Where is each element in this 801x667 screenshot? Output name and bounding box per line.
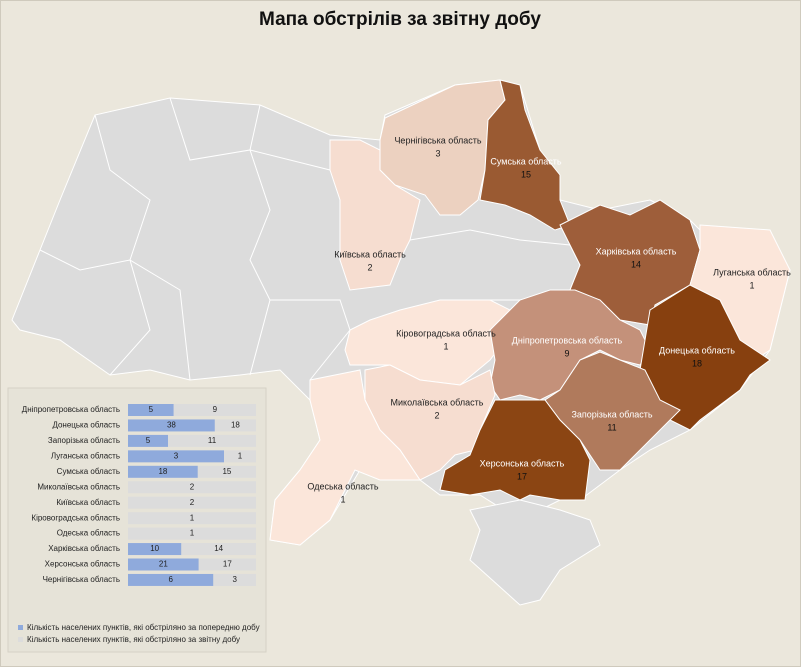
- region-border: [94, 114, 191, 381]
- value-label: 10: [150, 544, 159, 553]
- region: [329, 139, 421, 291]
- bar-chart-panel: Дніпропетровська область 5 9 Донецька облас…: [7, 387, 267, 653]
- bar-segment: [224, 450, 256, 463]
- bar-segment: [198, 558, 256, 571]
- bar-segment: [128, 527, 256, 540]
- value-label: 1: [238, 451, 243, 460]
- region-value: 2: [434, 410, 439, 420]
- value-label: 38: [167, 421, 176, 430]
- bar-segment: [168, 434, 256, 447]
- bar-segment: [173, 404, 256, 416]
- bar-segment: [181, 543, 256, 556]
- value-label: 6: [168, 575, 173, 584]
- region-value: 1: [340, 494, 345, 504]
- region-name: Дніпропетровська область: [512, 335, 623, 345]
- legend-swatch: [18, 625, 23, 630]
- value-label: 18: [158, 467, 167, 476]
- category-label: Київська область: [56, 498, 120, 507]
- region-border: [270, 299, 351, 381]
- region-name: Херсонська область: [480, 458, 565, 468]
- category-label: Луганська область: [51, 451, 120, 460]
- bar-segment: [128, 404, 174, 416]
- bar-segment: [128, 450, 224, 463]
- region-name: Сумська область: [490, 156, 562, 166]
- value-label: 1: [190, 529, 195, 538]
- crimea: [469, 499, 601, 606]
- region-name: Чернігівська область: [394, 135, 481, 145]
- region-name: Одеська область: [307, 481, 379, 491]
- region-value: 2: [367, 262, 372, 272]
- value-label: 14: [214, 544, 223, 553]
- value-label: 9: [213, 405, 218, 414]
- bar-segment: [214, 419, 256, 432]
- region-name: Миколаївська область: [391, 397, 484, 407]
- region-name: Луганська область: [713, 267, 791, 277]
- bar-segment: [128, 434, 168, 447]
- value-label: 3: [232, 575, 237, 584]
- value-label: 5: [149, 405, 154, 414]
- bar-segment: [128, 512, 256, 525]
- value-label: 5: [146, 436, 151, 445]
- bar-segment: [128, 496, 256, 509]
- region-value: 15: [521, 169, 531, 179]
- category-label: Чернігівська область: [43, 575, 120, 584]
- region-value: 11: [607, 422, 616, 432]
- value-label: 3: [174, 451, 179, 460]
- category-label: Дніпропетровська область: [22, 405, 120, 414]
- region: [439, 399, 591, 501]
- category-label: Запорізька область: [48, 436, 120, 445]
- bar-segment: [213, 573, 256, 586]
- legend-label: Кількість населених пунктів, які обстріл…: [27, 623, 260, 632]
- region: [544, 351, 681, 471]
- region-value: 14: [631, 259, 641, 269]
- region-value: 3: [435, 148, 440, 158]
- bar-segment: [128, 543, 182, 556]
- region-border: [39, 249, 151, 376]
- region-value: 1: [443, 341, 448, 351]
- region: [559, 199, 701, 326]
- region: [479, 79, 571, 231]
- legend-label: Кількість населених пунктів, які обстріл…: [27, 635, 240, 644]
- value-label: 11: [208, 436, 217, 445]
- value-label: 2: [190, 482, 195, 491]
- region-name: Кіровоградська область: [396, 328, 496, 338]
- region-name: Запорізька область: [571, 409, 652, 419]
- legend-swatch: [18, 637, 23, 642]
- bar-segment: [128, 481, 256, 494]
- region-name: Харківська область: [596, 246, 677, 256]
- region: [379, 79, 506, 216]
- bar-segment: [128, 465, 198, 478]
- category-label: Кіровоградська область: [31, 513, 120, 522]
- region-border: [249, 104, 331, 171]
- category-label: Херсонська область: [45, 560, 120, 569]
- bar-segment: [197, 465, 256, 478]
- region: [269, 369, 421, 546]
- page-title: Мапа обстрілів за звітну добу: [259, 9, 541, 30]
- category-label: Харківська область: [48, 544, 120, 553]
- value-label: 21: [159, 560, 168, 569]
- bar-segment: [128, 573, 214, 586]
- category-label: Сумська область: [57, 467, 120, 476]
- bar-segment: [128, 419, 215, 432]
- region-value: 1: [749, 280, 754, 290]
- category-label: Одеська область: [57, 529, 120, 538]
- region-value: 17: [517, 471, 527, 481]
- value-label: 1: [190, 513, 195, 522]
- value-label: 17: [223, 560, 232, 569]
- value-label: 18: [231, 421, 240, 430]
- category-label: Донецька область: [52, 421, 120, 430]
- value-label: 2: [190, 498, 195, 507]
- region-value: 9: [564, 348, 569, 358]
- bar-segment: [128, 558, 199, 571]
- region-value: 18: [692, 358, 702, 368]
- value-label: 15: [222, 467, 231, 476]
- region-name: Донецька область: [659, 345, 735, 355]
- region-name: Київська область: [334, 249, 406, 259]
- category-label: Миколаївська область: [37, 482, 120, 491]
